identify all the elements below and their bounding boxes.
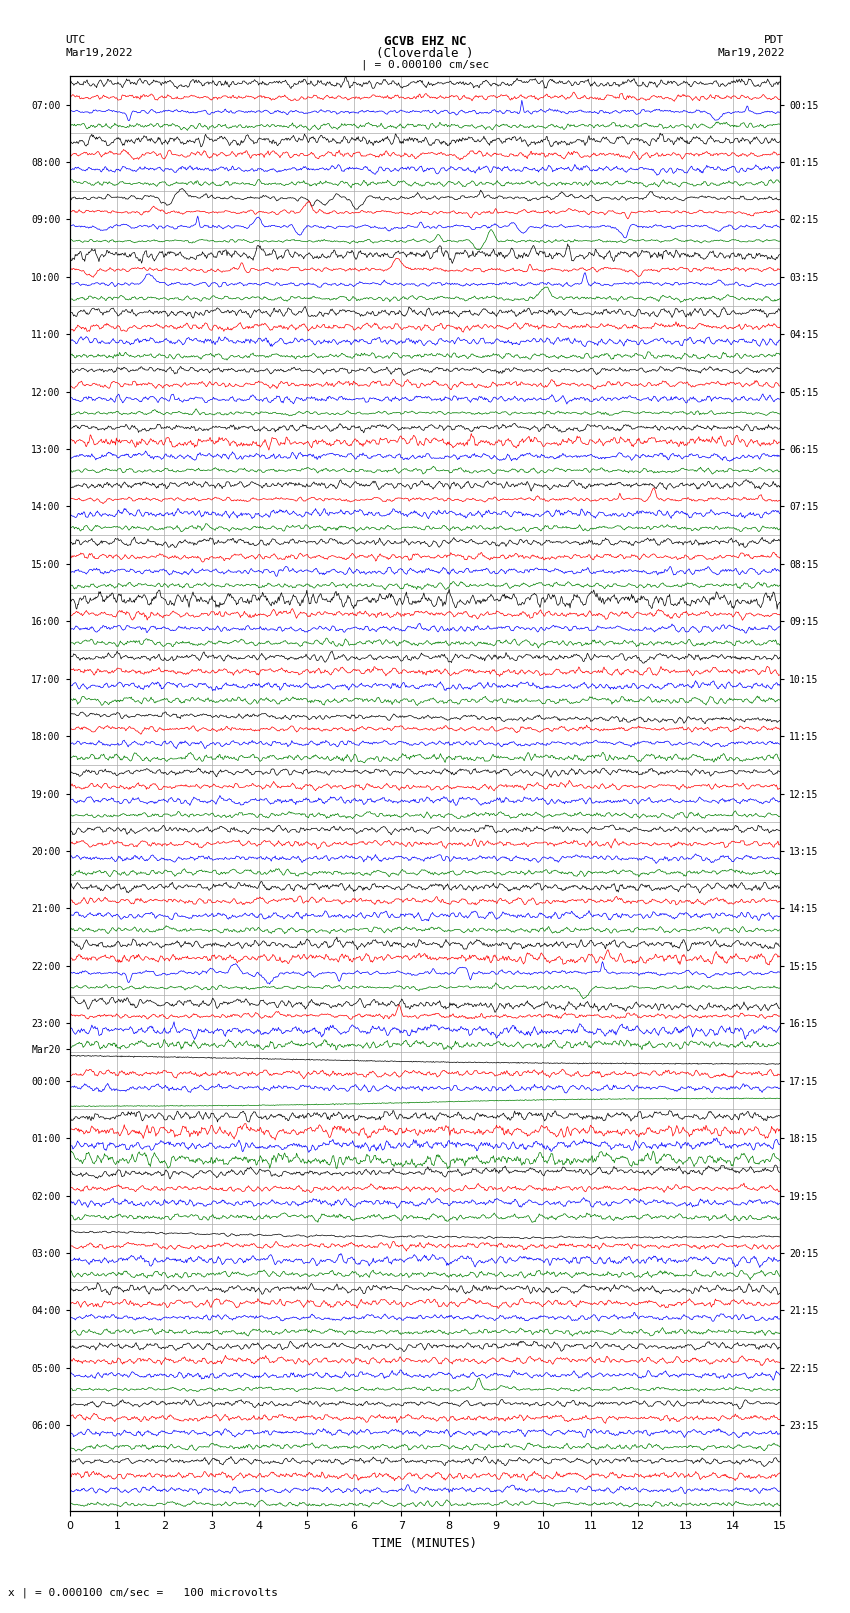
Text: | = 0.000100 cm/sec: | = 0.000100 cm/sec [361, 60, 489, 71]
X-axis label: TIME (MINUTES): TIME (MINUTES) [372, 1537, 478, 1550]
Text: PDT: PDT [764, 35, 785, 45]
Text: (Cloverdale ): (Cloverdale ) [377, 47, 473, 60]
Text: Mar19,2022: Mar19,2022 [65, 48, 133, 58]
Text: Mar19,2022: Mar19,2022 [717, 48, 785, 58]
Text: UTC: UTC [65, 35, 86, 45]
Text: GCVB EHZ NC: GCVB EHZ NC [383, 35, 467, 48]
Text: x | = 0.000100 cm/sec =   100 microvolts: x | = 0.000100 cm/sec = 100 microvolts [8, 1587, 279, 1598]
